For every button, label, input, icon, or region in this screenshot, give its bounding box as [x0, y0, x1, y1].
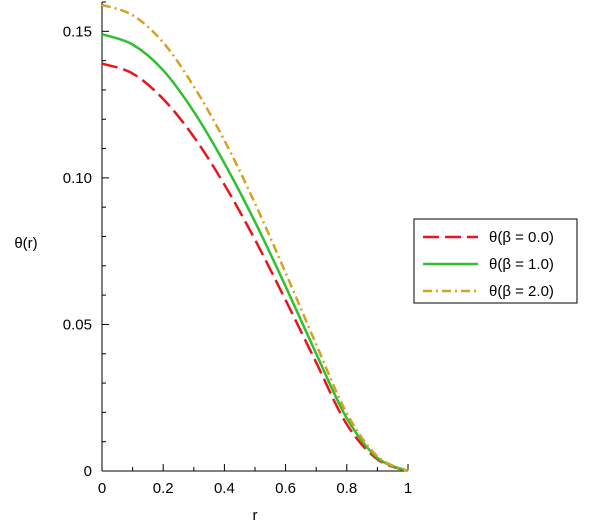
- tick-labels: 0 0.05 0.10 0.15 0 0.2 0.4 0.6 0.8 1: [63, 23, 412, 497]
- x-tick-label: 1: [404, 480, 412, 497]
- x-axis-label: r: [253, 507, 258, 524]
- series-line-0: [101, 62, 409, 473]
- legend-box: [413, 218, 578, 304]
- tick-marks: [101, 1, 409, 472]
- legend-label-0: θ(β = 0.0): [489, 229, 554, 246]
- y-tick-label: 0: [84, 463, 92, 480]
- y-tick-label: 0.10: [63, 170, 92, 187]
- x-tick-label: 0.2: [153, 480, 174, 497]
- x-tick-label: 0.8: [336, 480, 357, 497]
- legend-label-1: θ(β = 1.0): [489, 256, 554, 273]
- x-tick-label: 0: [98, 480, 106, 497]
- x-tick-label: 0.6: [275, 480, 296, 497]
- y-tick-label: 0.15: [63, 23, 92, 40]
- legend: θ(β = 0.0) θ(β = 1.0) θ(β = 2.0): [413, 218, 578, 304]
- x-tick-label: 0.4: [214, 480, 235, 497]
- y-tick-label: 0.05: [63, 316, 92, 333]
- y-axis-label: θ(r): [14, 235, 37, 252]
- axes: [101, 2, 408, 472]
- series-line-2: [101, 3, 409, 473]
- legend-label-2: θ(β = 2.0): [489, 283, 554, 300]
- series-lines: [101, 3, 409, 473]
- series-line-1: [101, 33, 409, 473]
